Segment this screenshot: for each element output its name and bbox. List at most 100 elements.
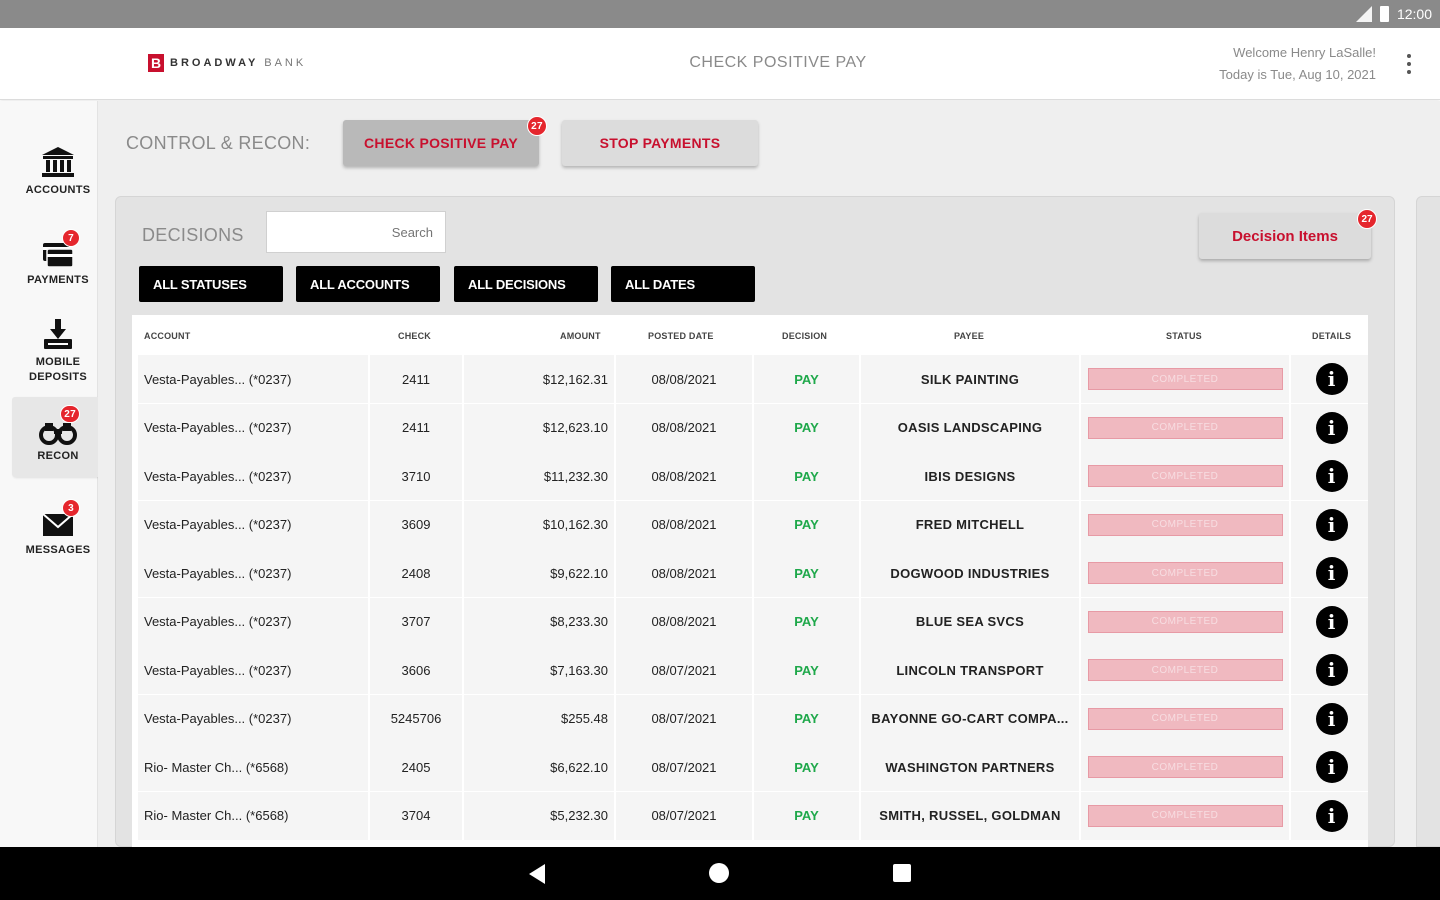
table-row[interactable]: Rio- Master Ch... (*6568) 3704 $5,232.30 08… xyxy=(138,791,1368,840)
info-icon[interactable]: i xyxy=(1315,799,1348,832)
cell-amount-text: $9,622.10 xyxy=(550,565,608,581)
column-header-decision[interactable]: DECISION xyxy=(782,331,828,341)
column-header-details[interactable]: DETAILS xyxy=(1312,331,1352,341)
main-content: CONTROL & RECON: CHECK POSITIVE PAY 27 S… xyxy=(98,101,1440,848)
cell-details: i xyxy=(1291,549,1368,597)
info-icon[interactable]: i xyxy=(1315,702,1348,735)
search-input[interactable] xyxy=(266,211,446,253)
table-row[interactable]: Vesta-Payables... (*0237) 2411 $12,162.31 0… xyxy=(138,355,1368,403)
sidebar-item-messages[interactable]: 3 MESSAGES xyxy=(12,491,104,571)
stop-payments-button[interactable]: STOP PAYMENTS xyxy=(562,120,758,166)
cell-status: COMPLETED xyxy=(1081,694,1291,743)
cell-amount: $10,162.30 xyxy=(464,500,616,549)
filter-all-decisions[interactable]: ALL DECISIONS xyxy=(454,266,598,302)
info-icon[interactable]: i xyxy=(1315,557,1348,589)
cell-decision: PAY xyxy=(754,597,861,646)
cell-check-text: 3710 xyxy=(401,468,431,484)
status-badge: COMPLETED xyxy=(1087,659,1283,681)
cell-status: COMPLETED xyxy=(1081,355,1291,403)
decisions-panel: DECISIONS Decision Items 27 ALL STATUSES… xyxy=(115,196,1395,848)
table-row[interactable]: Vesta-Payables... (*0237) 3707 $8,233.30 08… xyxy=(138,597,1368,646)
column-header-account[interactable]: ACCOUNT xyxy=(144,331,191,341)
column-header-amount[interactable]: AMOUNT xyxy=(560,331,601,341)
cell-payee-text: BAYONNE GO-CART COMPA... xyxy=(871,711,1069,726)
table-row[interactable]: Rio- Master Ch... (*6568) 2405 $6,622.10 08… xyxy=(138,743,1368,791)
cell-posted-date-text: 08/08/2021 xyxy=(651,565,717,581)
logo-suffix: BANK xyxy=(264,57,307,69)
decision-items-button[interactable]: Decision Items 27 xyxy=(1199,209,1377,259)
info-icon[interactable]: i xyxy=(1315,508,1348,541)
cell-account-text: Rio- Master Ch... (*6568) xyxy=(144,759,289,775)
cell-payee-text: OASIS LANDSCAPING xyxy=(897,420,1043,435)
bank-icon xyxy=(38,145,78,181)
cell-amount-text: $8,233.30 xyxy=(550,614,608,629)
cell-account: Vesta-Payables... (*0237) xyxy=(138,452,370,500)
recent-apps-icon[interactable] xyxy=(893,864,911,882)
sidebar-item-label-line2: DEPOSITS xyxy=(28,371,88,383)
table-row[interactable]: Vesta-Payables... (*0237) 2408 $9,622.10 08… xyxy=(138,549,1368,597)
cell-amount-text: $6,622.10 xyxy=(550,759,608,775)
cell-amount: $9,622.10 xyxy=(464,549,616,597)
table-row[interactable]: Vesta-Payables... (*0237) 5245706 $255.48 0… xyxy=(138,694,1368,743)
welcome-text: Welcome Henry LaSalle! xyxy=(1233,45,1376,60)
filter-all-accounts[interactable]: ALL ACCOUNTS xyxy=(296,266,440,302)
filter-all-dates[interactable]: ALL DATES xyxy=(611,266,755,302)
column-header-check[interactable]: CHECK xyxy=(398,331,432,341)
info-icon[interactable]: i xyxy=(1315,363,1348,395)
battery-icon xyxy=(1379,6,1389,22)
sidebar-item-label: PAYMENTS xyxy=(27,273,89,286)
table-row[interactable]: Vesta-Payables... (*0237) 3606 $7,163.30 08… xyxy=(138,646,1368,694)
binoculars-icon: 27 xyxy=(38,404,80,447)
table-row[interactable]: Vesta-Payables... (*0237) 2411 $12,623.10 0… xyxy=(138,403,1368,452)
back-icon[interactable] xyxy=(529,864,545,884)
sidebar-item-label-line1: MOBILE xyxy=(35,356,81,368)
column-header-status[interactable]: STATUS xyxy=(1166,331,1202,341)
sidebar-item-mobile-deposits[interactable]: MOBILE DEPOSITS xyxy=(12,311,104,391)
cell-decision-text: PAY xyxy=(794,662,819,678)
cell-payee-text: LINCOLN TRANSPORT xyxy=(896,662,1044,678)
cell-details: i xyxy=(1291,792,1368,840)
cell-details: i xyxy=(1291,598,1368,646)
info-icon[interactable]: i xyxy=(1315,605,1348,638)
cell-check-text: 3609 xyxy=(401,517,431,532)
cell-check: 2405 xyxy=(370,743,464,791)
cell-account-text: Vesta-Payables... (*0237) xyxy=(144,711,292,726)
info-icon[interactable]: i xyxy=(1315,460,1348,492)
sidebar-item-label: ACCOUNTS xyxy=(25,183,91,196)
cell-posted-date-text: 08/07/2021 xyxy=(651,711,717,726)
cell-amount-text: $12,623.10 xyxy=(542,420,608,435)
cell-payee-text: DOGWOOD INDUSTRIES xyxy=(890,565,1050,581)
sidebar-item-accounts[interactable]: ACCOUNTS xyxy=(12,131,104,211)
info-icon[interactable]: i xyxy=(1315,654,1348,686)
info-icon[interactable]: i xyxy=(1315,411,1348,444)
cell-decision-text: PAY xyxy=(794,517,819,532)
cell-posted-date: 08/08/2021 xyxy=(616,500,754,549)
cell-amount: $11,232.30 xyxy=(464,452,616,500)
cell-posted-date: 08/08/2021 xyxy=(616,452,754,500)
cell-payee-text: SMITH, RUSSEL, GOLDMAN xyxy=(879,808,1061,823)
cell-account: Vesta-Payables... (*0237) xyxy=(138,403,370,452)
cell-account: Vesta-Payables... (*0237) xyxy=(138,500,370,549)
cell-account: Vesta-Payables... (*0237) xyxy=(138,549,370,597)
cell-decision-text: PAY xyxy=(794,420,819,435)
cell-account: Vesta-Payables... (*0237) xyxy=(138,646,370,694)
table-row[interactable]: Vesta-Payables... (*0237) 3609 $10,162.30 0… xyxy=(138,500,1368,549)
column-header-payee[interactable]: PAYEE xyxy=(954,331,985,341)
sidebar-item-payments[interactable]: 7 PAYMENTS xyxy=(12,221,104,301)
column-header-posted-date[interactable]: POSTED DATE xyxy=(648,331,714,341)
home-icon[interactable] xyxy=(709,863,729,883)
bank-logo[interactable]: BROADWAY BANK xyxy=(148,54,306,72)
sidebar-item-recon[interactable]: 27 RECON xyxy=(12,397,104,477)
cell-amount-text: $7,163.30 xyxy=(550,662,608,678)
cell-check-text: 3606 xyxy=(401,662,431,678)
check-positive-pay-button[interactable]: CHECK POSITIVE PAY 27 xyxy=(343,116,547,166)
table-row[interactable]: Vesta-Payables... (*0237) 3710 $11,232.30 0… xyxy=(138,452,1368,500)
cell-amount-text: $12,162.31 xyxy=(542,371,608,387)
filter-all-statuses[interactable]: ALL STATUSES xyxy=(139,266,283,302)
overflow-menu-icon[interactable] xyxy=(1406,54,1412,74)
info-icon[interactable]: i xyxy=(1315,751,1348,783)
status-badge: COMPLETED xyxy=(1087,368,1283,390)
cell-payee-text: WASHINGTON PARTNERS xyxy=(885,759,1055,775)
check-positive-pay-label: CHECK POSITIVE PAY xyxy=(364,135,518,151)
cell-posted-date: 08/07/2021 xyxy=(616,791,754,840)
